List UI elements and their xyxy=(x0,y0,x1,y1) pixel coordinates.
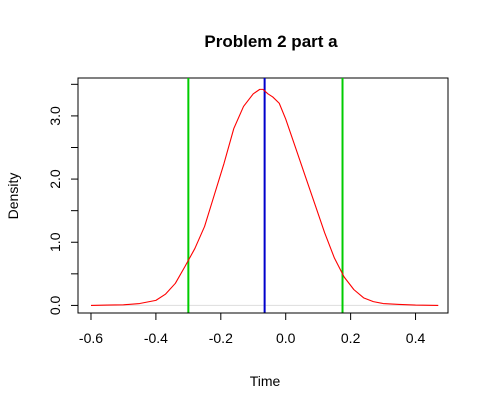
y-tick-label-0: 0.0 xyxy=(47,295,63,315)
x-tick-label-0: -0.6 xyxy=(79,330,103,346)
y-axis: 0.0 1.0 2.0 3.0 xyxy=(47,83,79,315)
chart-title: Problem 2 part a xyxy=(204,32,338,51)
plot-frame xyxy=(77,77,449,314)
x-tick-label-4: 0.2 xyxy=(341,330,361,346)
y-axis-label: Density xyxy=(5,173,21,220)
x-tick-label-1: -0.4 xyxy=(144,330,168,346)
y-tick-label-2: 1.0 xyxy=(47,232,63,252)
x-axis-label: Time xyxy=(250,373,281,389)
vline-layer xyxy=(187,78,344,313)
x-tick-label-5: 0.4 xyxy=(406,330,426,346)
x-tick-label-3: 0.0 xyxy=(276,330,296,346)
x-axis: -0.6 -0.4 -0.2 0.0 0.2 0.4 xyxy=(79,312,426,346)
x-tick-label-2: -0.2 xyxy=(209,330,233,346)
y-tick-label-4: 2.0 xyxy=(47,169,63,189)
y-tick-label-6: 3.0 xyxy=(47,106,63,126)
density-curve-0 xyxy=(90,88,439,306)
series-layer xyxy=(90,88,439,306)
